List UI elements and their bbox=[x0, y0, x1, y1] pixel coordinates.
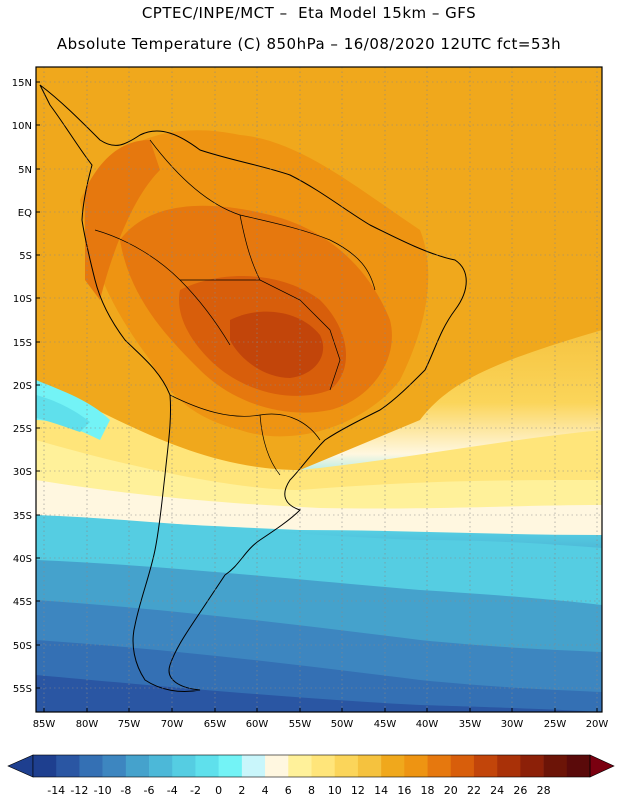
colorbar-label: 4 bbox=[262, 784, 269, 797]
temperature-field bbox=[36, 67, 602, 712]
lat-label: 5N bbox=[18, 165, 32, 176]
colorbar-swatch bbox=[404, 755, 428, 777]
colorbar-label: 12 bbox=[351, 784, 365, 797]
lon-label: 30W bbox=[501, 719, 524, 730]
lat-label: 30S bbox=[13, 467, 32, 478]
colorbar-frame bbox=[32, 754, 591, 778]
lon-label: 20W bbox=[586, 719, 609, 730]
lat-label: 55S bbox=[13, 684, 32, 695]
colorbar-swatch bbox=[543, 755, 568, 777]
coastline bbox=[39, 84, 467, 693]
lat-label: 25S bbox=[13, 424, 32, 435]
lon-label: 25W bbox=[544, 719, 567, 730]
colorbar-label: 10 bbox=[328, 784, 342, 797]
colorbar-swatch bbox=[381, 755, 405, 777]
colorbar-label: 24 bbox=[490, 784, 504, 797]
lat-label: 15S bbox=[13, 338, 32, 349]
map-title-line-2: Absolute Temperature (C) 850hPa – 16/08/… bbox=[56, 35, 562, 53]
colorbar-swatch bbox=[56, 755, 80, 777]
lat-label: 20S bbox=[13, 381, 32, 392]
colorbar-label: -6 bbox=[144, 784, 155, 797]
colorbar-swatch bbox=[450, 755, 475, 777]
colorbar-swatch bbox=[497, 755, 521, 777]
lat-label: 50S bbox=[13, 641, 32, 652]
lat-label: 40S bbox=[13, 554, 32, 565]
colorbar-label: 18 bbox=[421, 784, 435, 797]
lon-label: 70W bbox=[161, 719, 184, 730]
colorbar-swatch bbox=[288, 755, 312, 777]
colorbar-label: 14 bbox=[374, 784, 388, 797]
lat-label: 45S bbox=[13, 597, 32, 608]
lon-label: 55W bbox=[289, 719, 312, 730]
colorbar-label: -4 bbox=[167, 784, 178, 797]
map-title-line-1: CPTEC/INPE/MCT – Eta Model 15km – GFS bbox=[141, 4, 477, 22]
lon-label: 75W bbox=[118, 719, 141, 730]
lat-label: 35S bbox=[13, 511, 32, 522]
lon-label: 65W bbox=[204, 719, 227, 730]
colorbar-label: 22 bbox=[467, 784, 481, 797]
lon-label: 85W bbox=[33, 719, 56, 730]
lon-label: 40W bbox=[416, 719, 439, 730]
map-frame bbox=[35, 66, 603, 713]
colorbar-swatch bbox=[149, 755, 173, 777]
colorbar-swatch bbox=[520, 755, 544, 777]
colorbar-label: 16 bbox=[397, 784, 411, 797]
lat-label: 5S bbox=[19, 251, 32, 262]
colorbar-swatch bbox=[33, 755, 57, 777]
colorbar-label: 0 bbox=[215, 784, 222, 797]
colorbar-swatch bbox=[125, 755, 150, 777]
colorbar-swatch bbox=[241, 755, 266, 777]
colorbar-label: -14 bbox=[47, 784, 65, 797]
colorbar-under-arrow bbox=[7, 754, 34, 778]
colorbar-label: -8 bbox=[120, 784, 131, 797]
colorbar-label: 6 bbox=[285, 784, 292, 797]
colorbar-swatch bbox=[79, 755, 103, 777]
lon-label: 50W bbox=[331, 719, 354, 730]
colorbar-swatch bbox=[172, 755, 196, 777]
colorbar-label: -12 bbox=[70, 784, 88, 797]
lat-label: 10N bbox=[12, 121, 32, 132]
colorbar-label: -2 bbox=[190, 784, 201, 797]
colorbar-labels: -14 -12 -10 -8 -6 -4 -2 0 2 4 6 8 10 12 14 16 18 20 22 24 26… bbox=[47, 784, 550, 797]
colorbar-swatch bbox=[265, 755, 289, 777]
country-borders bbox=[94, 139, 376, 476]
colorbar-label: 28 bbox=[537, 784, 551, 797]
lon-label: 45W bbox=[374, 719, 397, 730]
latitude-labels: 15N 10N 5N EQ 5S 10S 15S 20S 25S 30S 35S 40S 45S 50S 5… bbox=[12, 78, 40, 695]
colorbar-label: 26 bbox=[513, 784, 527, 797]
colorbar-label: 20 bbox=[444, 784, 458, 797]
colorbar-label: 2 bbox=[238, 784, 245, 797]
colorbar bbox=[7, 754, 615, 778]
colorbar-swatch bbox=[218, 755, 243, 777]
colorbar-swatch bbox=[102, 755, 127, 777]
lat-label: EQ bbox=[18, 208, 32, 219]
colorbar-over-arrow bbox=[589, 754, 615, 778]
colorbar-label: 8 bbox=[308, 784, 315, 797]
colorbar-swatch bbox=[566, 755, 591, 777]
lat-label: 15N bbox=[12, 78, 32, 89]
lat-label: 10S bbox=[13, 294, 32, 305]
colorbar-swatch bbox=[334, 755, 359, 777]
colorbar-swatch bbox=[357, 755, 382, 777]
colorbar-swatch bbox=[427, 755, 452, 777]
lon-label: 35W bbox=[459, 719, 482, 730]
lon-label: 60W bbox=[246, 719, 269, 730]
lon-label: 80W bbox=[76, 719, 99, 730]
colorbar-swatch bbox=[473, 755, 498, 777]
colorbar-swatch bbox=[195, 755, 219, 777]
longitude-labels: 85W 80W 75W 70W 65W 60W 55W 50W 45W 40W 35W 30W 25W 2… bbox=[33, 708, 609, 730]
colorbar-label: -10 bbox=[94, 784, 112, 797]
colorbar-swatch bbox=[311, 755, 336, 777]
